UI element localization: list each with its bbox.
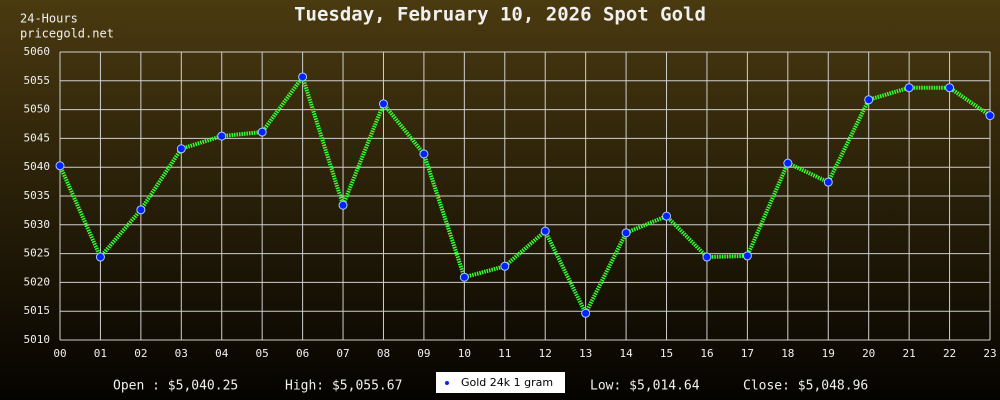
annotation: Close: $5,048.96 [743,379,868,394]
y-tick-label: 5010 [24,333,51,346]
x-tick-label: 07 [336,347,349,360]
subtitle: 24-Hours [20,12,78,26]
x-tick-label: 16 [700,347,713,360]
point [217,131,227,141]
chart-title: Tuesday, February 10, 2026 Spot Gold [294,4,706,26]
y-tick-label: 5020 [24,275,51,288]
point [419,149,429,159]
y-tick-label: 5050 [24,103,51,116]
point [136,205,146,215]
point [864,95,874,105]
point [662,211,672,221]
x-tick-label: 01 [94,347,107,360]
x-tick-label: 08 [377,347,390,360]
x-tick-label: 10 [458,347,471,360]
x-tick-label: 18 [781,347,794,360]
x-tick-label: 20 [862,347,875,360]
point [702,252,712,262]
point [378,99,388,109]
x-tick-label: 14 [619,347,633,360]
point [742,251,752,261]
point [500,261,510,271]
point [338,200,348,210]
y-tick-label: 5025 [24,247,51,260]
x-tick-label: 03 [175,347,188,360]
point [581,308,591,318]
x-tick-label: 04 [215,347,229,360]
y-tick-label: 5015 [24,304,51,317]
point [621,228,631,238]
x-tick-label: 19 [822,347,835,360]
x-tick-label: 06 [296,347,309,360]
x-tick-label: 15 [660,347,673,360]
point [540,226,550,236]
annotation: Open : $5,040.25 [113,379,238,394]
x-tick-label: 17 [741,347,754,360]
y-tick-label: 5055 [24,74,51,87]
source: pricegold.net [20,27,114,41]
x-tick-label: 12 [539,347,552,360]
x-tick-label: 02 [134,347,147,360]
x-tick-label: 23 [983,347,996,360]
x-tick-label: 09 [417,347,430,360]
x-tick-label: 05 [256,347,269,360]
y-tick-label: 5045 [24,131,51,144]
point [55,161,65,171]
y-tick-label: 5030 [24,218,51,231]
series-line [58,74,992,316]
point [904,83,914,93]
point [257,127,267,137]
x-tick-label: 13 [579,347,592,360]
point [459,272,469,282]
point [823,177,833,187]
y-tick-label: 5040 [24,160,51,173]
y-tick-label: 5060 [24,45,51,58]
legend-label: Gold 24k 1 gram [461,376,553,389]
point [945,83,955,93]
point [783,158,793,168]
y-tick-label: 5035 [24,189,51,202]
point [95,252,105,262]
annotation: High: $5,055.67 [285,379,402,394]
legend-marker [445,381,449,385]
legend-box [436,372,565,393]
x-tick-label: 11 [498,347,511,360]
point [298,72,308,82]
annotation: Low: $5,014.64 [590,379,700,394]
x-tick-label: 00 [53,347,66,360]
point [176,144,186,154]
point [985,111,995,121]
x-tick-label: 21 [903,347,916,360]
x-tick-label: 22 [943,347,956,360]
